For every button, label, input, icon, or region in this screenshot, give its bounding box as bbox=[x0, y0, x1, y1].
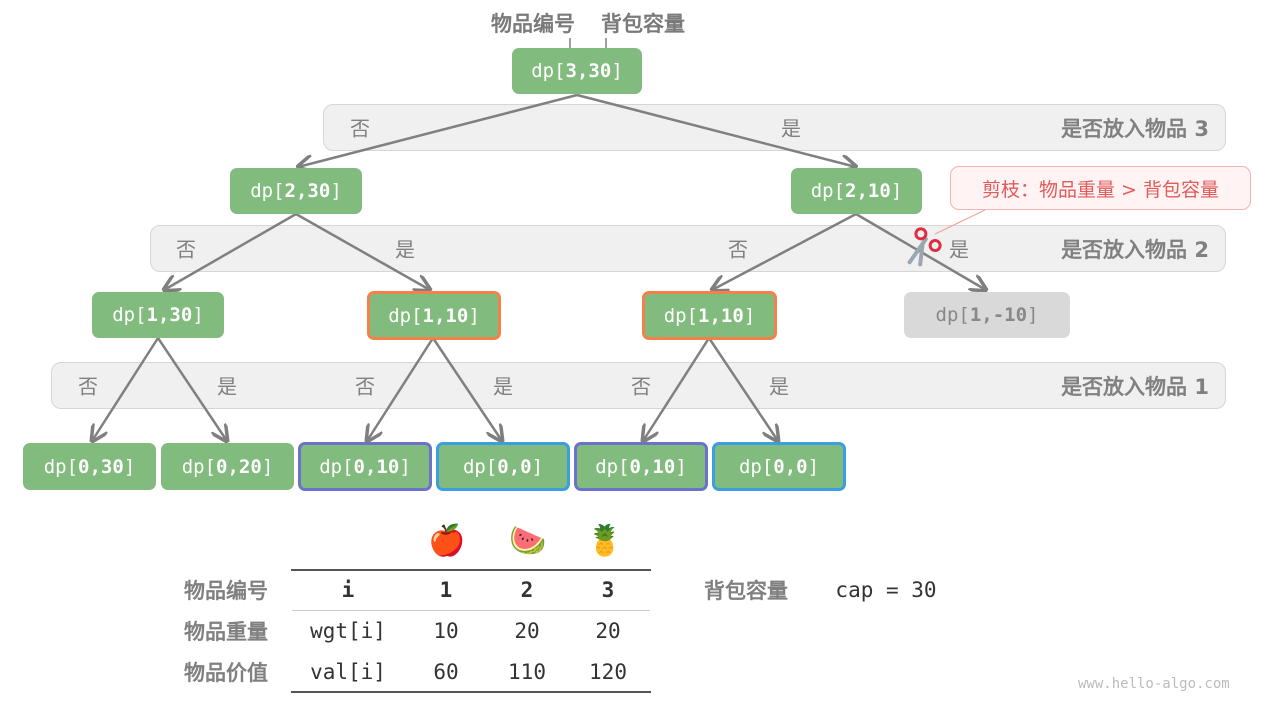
table-cell: 20 bbox=[595, 619, 621, 643]
node-dp-1-30: dp[1,30] bbox=[92, 292, 224, 338]
table-cell: val[i] bbox=[310, 660, 386, 684]
capacity-label: 背包容量 bbox=[601, 12, 685, 36]
node-dp-0-0: dp[0,0] bbox=[712, 442, 846, 491]
table-cell: 1 bbox=[439, 578, 453, 602]
callout-pointer bbox=[934, 209, 986, 235]
level-band-item-1: 是否放入物品 1 bbox=[51, 362, 1226, 409]
node-dp-1-10-repeated: dp[1,10] bbox=[642, 291, 777, 340]
table-cell: 110 bbox=[508, 660, 546, 684]
node-dp-2-30: dp[2,30] bbox=[230, 168, 362, 214]
edge bbox=[367, 337, 435, 441]
edge bbox=[712, 212, 857, 290]
edge bbox=[576, 93, 856, 167]
level-title: 是否放入物品 1 bbox=[1061, 374, 1209, 399]
prune-callout: 剪枝：物品重量 > 背包容量 bbox=[950, 166, 1251, 210]
choice-yes: 是 bbox=[781, 116, 801, 141]
choice-no: 否 bbox=[350, 116, 370, 141]
choice-no: 否 bbox=[78, 374, 98, 399]
node-dp-3-30: dp[3,30] bbox=[512, 48, 642, 94]
scissors-icon bbox=[907, 227, 942, 267]
node-dp-0-10: dp[0,10] bbox=[574, 442, 708, 491]
choice-yes: 是 bbox=[395, 237, 415, 262]
choice-no: 否 bbox=[631, 374, 651, 399]
choice-no: 否 bbox=[176, 237, 196, 262]
table-bottom-rule bbox=[291, 691, 651, 693]
table-top-rule bbox=[291, 569, 651, 571]
table-cell: wgt[i] bbox=[310, 619, 386, 643]
apple-icon: 🍎 bbox=[428, 523, 466, 559]
table-cell: 60 bbox=[433, 660, 459, 684]
level-title: 是否放入物品 3 bbox=[1061, 116, 1209, 141]
capacity-value: cap = 30 bbox=[835, 578, 937, 602]
choice-no: 否 bbox=[355, 374, 375, 399]
edge bbox=[295, 212, 430, 290]
choice-yes: 是 bbox=[769, 374, 789, 399]
edge bbox=[431, 337, 502, 441]
capacity-label: 背包容量 bbox=[704, 579, 788, 603]
node-dp-0-20: dp[0,20] bbox=[161, 443, 294, 490]
edge bbox=[643, 337, 711, 441]
watermark: www.hello-algo.com bbox=[1078, 676, 1230, 692]
item-index-label: 物品编号 bbox=[491, 12, 575, 36]
choice-no: 否 bbox=[728, 237, 748, 262]
table-cell: 10 bbox=[433, 619, 459, 643]
edge bbox=[156, 337, 227, 441]
node-dp-0-30: dp[0,30] bbox=[23, 443, 156, 490]
node-dp-1-neg10-pruned: dp[1,-10] bbox=[904, 292, 1070, 338]
watermelon-icon: 🍉 bbox=[509, 523, 547, 559]
choice-yes: 是 bbox=[493, 374, 513, 399]
node-dp-2-10: dp[2,10] bbox=[791, 168, 922, 214]
choice-yes: 是 bbox=[949, 237, 969, 262]
edge bbox=[164, 212, 297, 290]
node-dp-0-10: dp[0,10] bbox=[298, 442, 432, 491]
node-dp-0-0: dp[0,0] bbox=[436, 442, 570, 491]
row-label-index: 物品编号 bbox=[184, 579, 268, 603]
node-dp-1-10-repeated: dp[1,10] bbox=[367, 291, 501, 340]
table-cell: 20 bbox=[514, 619, 540, 643]
level-title: 是否放入物品 2 bbox=[1061, 237, 1209, 262]
table-cell: i bbox=[341, 578, 355, 602]
level-band-item-3: 是否放入物品 3 bbox=[323, 104, 1226, 151]
pineapple-icon: 🍍 bbox=[586, 523, 624, 559]
row-label-weight: 物品重量 bbox=[184, 620, 268, 644]
choice-yes: 是 bbox=[217, 374, 237, 399]
edge bbox=[707, 337, 778, 441]
row-label-value: 物品价值 bbox=[184, 661, 268, 685]
table-cell: 120 bbox=[589, 660, 627, 684]
edge bbox=[92, 337, 160, 441]
edge bbox=[298, 93, 578, 167]
table-cell: 2 bbox=[520, 578, 534, 602]
table-cell: 3 bbox=[601, 578, 615, 602]
level-band-item-2: 是否放入物品 2 bbox=[150, 225, 1226, 272]
table-header-rule bbox=[292, 610, 650, 611]
